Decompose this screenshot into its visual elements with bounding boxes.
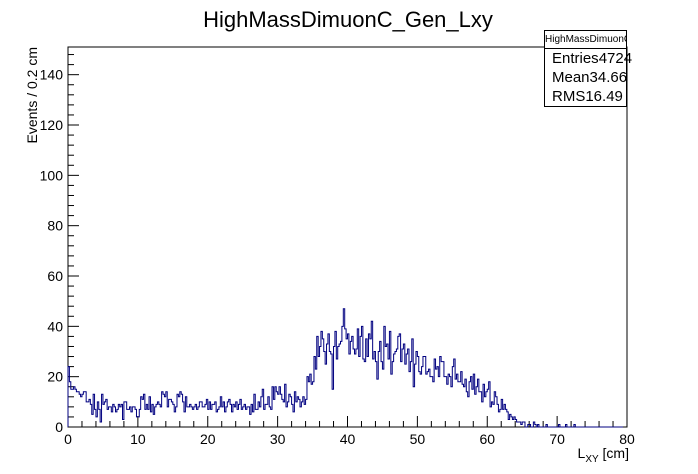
x-axis-title: LXY [cm] [578,445,629,465]
y-tick-label: 60 [47,268,63,284]
y-tick-label: 120 [40,117,64,133]
stats-box: HighMassDimuonC_Gen_Lxy Entries 4724 Mea… [544,30,632,107]
x-tick-label: 60 [479,431,495,447]
x-tick-label: 0 [64,431,72,447]
x-tick-label: 80 [619,431,635,447]
histogram-line [67,308,623,428]
x-tick-label: 30 [270,431,286,447]
stats-mean-value: 34.66 [589,69,628,86]
y-tick-label: 40 [47,318,63,334]
stats-rms-value: 16.49 [585,88,623,105]
y-tick-label: 140 [40,67,64,83]
stats-entries-value: 4724 [598,50,633,67]
stats-entries-label: Entries [552,50,599,67]
x-tick-label: 10 [130,431,146,447]
x-tick-label: 20 [200,431,216,447]
stats-row-mean: Mean 34.66 [545,68,628,87]
x-tick-label: 40 [340,431,356,447]
stats-row-entries: Entries 4724 [545,49,632,68]
axes: 0 10 20 30 40 50 60 70 80 0 20 40 60 80 100 120 140 [40,54,635,447]
y-tick-label: 20 [47,369,63,385]
x-tick-label: 70 [549,431,565,447]
stats-rms-label: RMS [552,88,586,105]
y-tick-label: 0 [55,419,63,435]
y-tick-label: 80 [47,218,63,234]
chart-title: HighMassDimuonC_Gen_Lxy [203,7,493,32]
stats-row-rms: RMS 16.49 [545,87,626,106]
stats-histogram-name: HighMassDimuonC_Gen_Lxy [545,31,626,49]
x-tick-label: 50 [410,431,426,447]
y-axis-title: Events / 0.2 cm [24,47,40,143]
y-tick-label: 100 [40,167,64,183]
stats-mean-label: Mean [552,69,590,86]
